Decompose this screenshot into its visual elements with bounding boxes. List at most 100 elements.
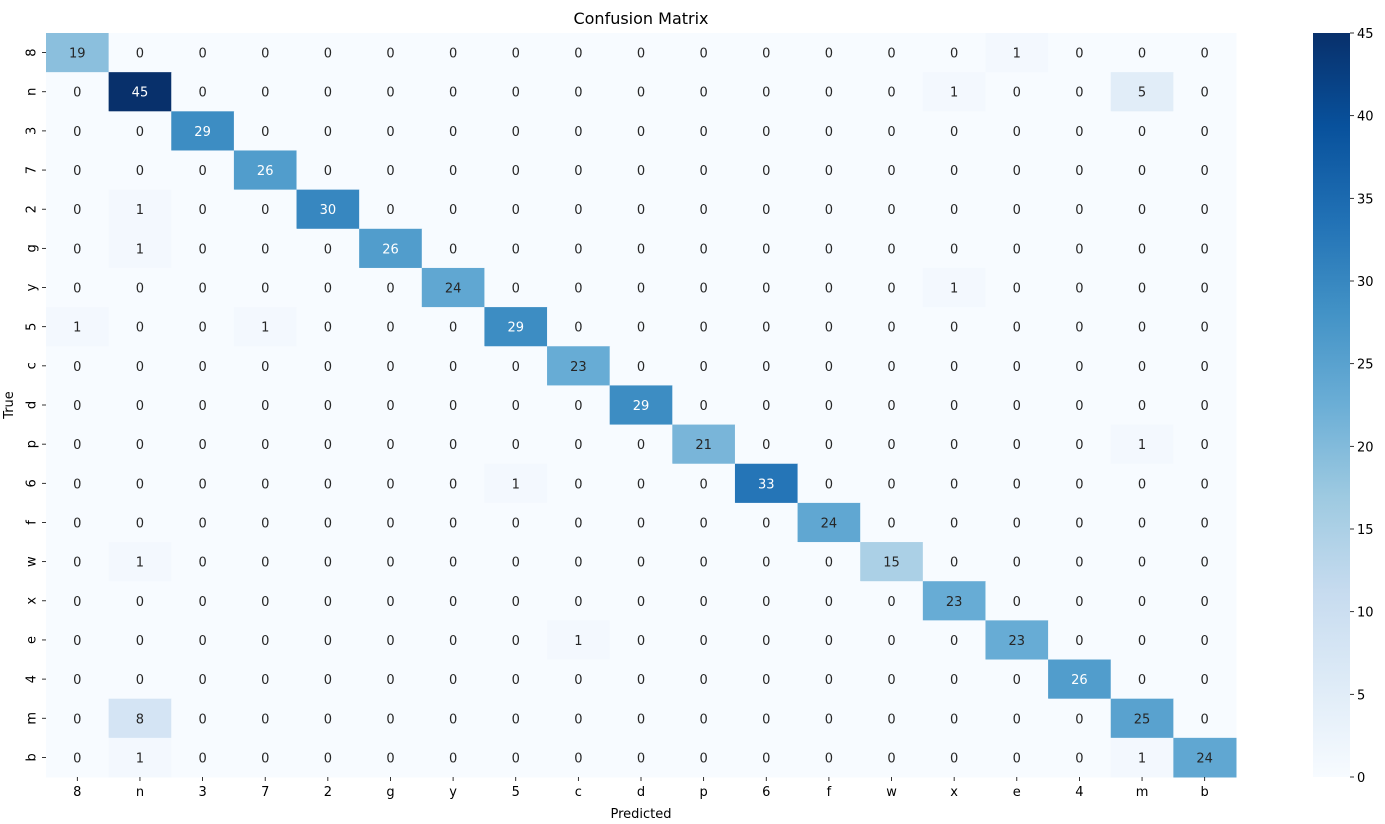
heatmap-cell <box>46 659 110 700</box>
heatmap-cell <box>484 502 548 543</box>
cell-value-label: 0 <box>324 86 332 101</box>
heatmap-cell <box>734 659 799 700</box>
cell-value-label: 0 <box>825 47 833 62</box>
cell-value-label: 0 <box>1138 47 1146 62</box>
heatmap-cell <box>484 737 548 778</box>
heatmap-cell <box>484 424 548 465</box>
cell-value-label: 0 <box>950 712 958 727</box>
heatmap-cell <box>1173 189 1237 230</box>
heatmap-cell <box>1110 620 1174 661</box>
cell-value-label: 0 <box>136 595 144 610</box>
cell-value-label: 0 <box>699 242 707 257</box>
heatmap-cell <box>484 189 548 230</box>
cell-value-label: 0 <box>887 477 895 492</box>
heatmap-cell <box>734 463 799 504</box>
heatmap-cell <box>860 307 924 347</box>
cell-value-label: 0 <box>1138 360 1146 375</box>
cell-value-label: 0 <box>324 438 332 453</box>
cell-value-label: 0 <box>324 282 332 297</box>
cell-value-label: 0 <box>1201 477 1209 492</box>
cell-value-label: 0 <box>887 634 895 649</box>
y-tick-label: 3 <box>25 127 40 135</box>
cell-value-label: 0 <box>512 712 520 727</box>
cell-value-label: 0 <box>1013 321 1021 336</box>
cell-value-label: 5 <box>1138 86 1146 101</box>
cell-value-label: 0 <box>887 125 895 140</box>
heatmap-cell <box>922 385 986 426</box>
cell-value-label: 0 <box>825 164 833 179</box>
heatmap-cell <box>734 385 799 426</box>
cell-value-label: 0 <box>1013 242 1021 257</box>
heatmap-cell <box>296 424 360 465</box>
heatmap-cell <box>1173 150 1237 191</box>
x-tick-label: 7 <box>261 785 269 800</box>
heatmap-cell <box>1048 72 1112 112</box>
cell-value-label: 0 <box>1075 321 1083 336</box>
cell-value-label: 0 <box>825 438 833 453</box>
x-tick-label: 5 <box>512 785 520 800</box>
heatmap-cell <box>1173 737 1237 778</box>
cell-value-label: 0 <box>1075 438 1083 453</box>
heatmap-cell <box>734 33 799 73</box>
heatmap-cell <box>1110 698 1174 739</box>
heatmap-cell <box>108 737 172 778</box>
heatmap-cell <box>171 228 235 269</box>
cell-value-label: 0 <box>637 360 645 375</box>
heatmap-cell <box>233 385 298 426</box>
heatmap-cell <box>734 581 799 621</box>
cell-value-label: 0 <box>574 477 582 492</box>
heatmap-cell <box>46 620 110 661</box>
heatmap-cell <box>609 620 673 661</box>
heatmap-cell <box>46 111 110 151</box>
heatmap-cell <box>1173 346 1237 386</box>
heatmap-cell <box>547 228 611 269</box>
cell-value-label: 0 <box>887 86 895 101</box>
heatmap-cell <box>609 385 673 426</box>
cell-value-label: 0 <box>699 360 707 375</box>
heatmap-cell <box>359 463 423 504</box>
colorbar-tick-label: 40 <box>1357 110 1374 125</box>
cell-value-label: 0 <box>1075 595 1083 610</box>
heatmap-cell <box>547 620 611 661</box>
heatmap-cell <box>985 346 1049 386</box>
x-tick-label: m <box>1136 785 1149 800</box>
cell-value-label: 29 <box>194 125 211 140</box>
heatmap-cell <box>672 737 736 778</box>
heatmap-cell <box>484 267 548 308</box>
cell-value-label: 0 <box>574 203 582 218</box>
heatmap-cell <box>797 698 861 739</box>
cell-value-label: 0 <box>261 203 269 218</box>
cell-value-label: 0 <box>1138 634 1146 649</box>
cell-value-label: 0 <box>1013 595 1021 610</box>
heatmap-cell <box>233 150 298 191</box>
heatmap-cell <box>797 33 861 73</box>
heatmap-cell <box>1048 463 1112 504</box>
heatmap-cell <box>860 150 924 191</box>
heatmap-cell <box>734 502 799 543</box>
heatmap-cell <box>672 111 736 151</box>
heatmap-cell <box>734 346 799 386</box>
heatmap-cell <box>1110 581 1174 621</box>
cell-value-label: 0 <box>73 751 81 766</box>
cell-value-label: 0 <box>950 556 958 571</box>
y-tick-label: e <box>25 636 40 644</box>
cell-value-label: 0 <box>637 125 645 140</box>
heatmap-cell <box>797 463 861 504</box>
heatmap-cell <box>108 581 172 621</box>
heatmap-cell <box>359 150 423 191</box>
heatmap-cell <box>797 502 861 543</box>
cell-value-label: 0 <box>637 751 645 766</box>
heatmap-cell <box>922 72 986 112</box>
heatmap-cell <box>922 581 986 621</box>
cell-value-label: 0 <box>887 751 895 766</box>
heatmap-cell <box>421 698 485 739</box>
heatmap-cell <box>421 189 485 230</box>
cell-value-label: 0 <box>73 125 81 140</box>
cell-value-label: 0 <box>386 556 394 571</box>
heatmap-cell <box>296 385 360 426</box>
cell-value-label: 0 <box>512 634 520 649</box>
y-tick-label: f <box>25 520 40 525</box>
cell-value-label: 0 <box>386 399 394 414</box>
heatmap-cell <box>46 698 110 739</box>
heatmap-cell <box>922 424 986 465</box>
